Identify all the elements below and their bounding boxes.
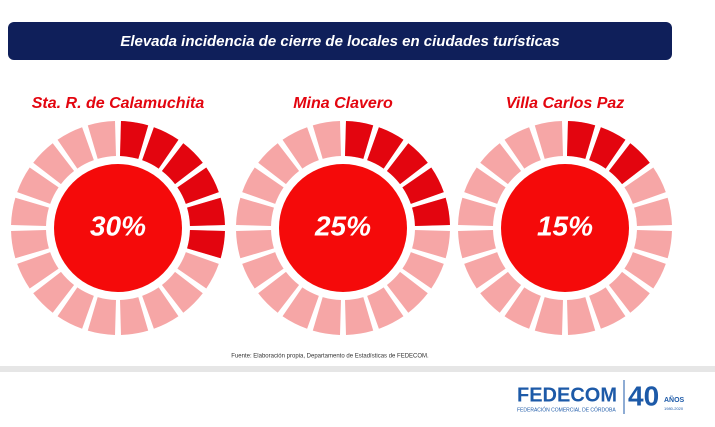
donut-segment-bg bbox=[236, 197, 274, 226]
donut-segment-bg bbox=[534, 121, 563, 159]
donut-segment-bg bbox=[57, 287, 94, 329]
donut-segment-bg bbox=[87, 121, 116, 159]
donut-segment bbox=[412, 197, 450, 226]
logo-years: AÑOS bbox=[664, 395, 685, 404]
donut-segment-bg bbox=[282, 287, 319, 329]
donut-segment-bg bbox=[589, 287, 626, 329]
donut-segment bbox=[161, 143, 203, 185]
donut-segment-bg bbox=[458, 230, 496, 259]
donut-segment-bg bbox=[177, 252, 219, 289]
donut-segment bbox=[120, 121, 149, 159]
chart-title: Elevada incidencia de cierre de locales … bbox=[120, 33, 559, 50]
donut-segment-bg bbox=[480, 143, 522, 185]
donut-value bbox=[120, 121, 225, 259]
donut-center bbox=[54, 164, 182, 292]
value-label: 25% bbox=[314, 210, 371, 241]
donut-segment-bg bbox=[236, 230, 274, 259]
donut-segment-bg bbox=[17, 252, 59, 289]
donut-segment-bg bbox=[567, 297, 596, 335]
donut-segment-bg bbox=[386, 271, 428, 313]
donut-segment-bg bbox=[242, 167, 284, 204]
donut-segment-bg bbox=[258, 143, 300, 185]
donut-segment bbox=[402, 167, 444, 204]
donut-segment bbox=[386, 143, 428, 185]
donut-segment-bg bbox=[464, 252, 506, 289]
donut-segment-bg bbox=[480, 271, 522, 313]
logo-period: 1980-2020 bbox=[664, 406, 684, 411]
donut-value bbox=[567, 121, 650, 185]
donut-center bbox=[279, 164, 407, 292]
donut-segment-bg bbox=[458, 197, 496, 226]
donut-segment-bg bbox=[33, 143, 75, 185]
donut-segment-bg bbox=[312, 121, 341, 159]
logo-anniversary: 40 bbox=[628, 380, 659, 411]
logo-tagline: FEDERACIÓN COMERCIAL DE CÓRDOBA bbox=[517, 406, 616, 413]
donut-segment-bg bbox=[57, 127, 94, 169]
donut-segment-bg bbox=[345, 297, 374, 335]
donut-segment-bg bbox=[242, 252, 284, 289]
donut-segment bbox=[608, 143, 650, 185]
donut-segment-bg bbox=[534, 297, 563, 335]
donut-segment-bg bbox=[608, 271, 650, 313]
donut-segment-bg bbox=[161, 271, 203, 313]
value-label: 30% bbox=[90, 210, 146, 241]
donut-segment-bg bbox=[504, 127, 541, 169]
donut-segment-bg bbox=[624, 167, 666, 204]
donut-segment-bg bbox=[402, 252, 444, 289]
donut-segment-bg bbox=[312, 297, 341, 335]
category-label: Sta. R. de Calamuchita bbox=[32, 95, 205, 112]
donut-segment bbox=[187, 197, 225, 226]
donut-segment-bg bbox=[464, 167, 506, 204]
donut-segment-bg bbox=[412, 230, 450, 259]
logo-text: FEDECOM bbox=[517, 384, 617, 406]
donut-segment bbox=[177, 167, 219, 204]
donut-segment-bg bbox=[258, 271, 300, 313]
source: Fuente: Elaboración propia, Departamento… bbox=[231, 354, 429, 360]
donut-segment bbox=[142, 127, 179, 169]
donut-segment-bg bbox=[634, 197, 672, 226]
donut-segment-bg bbox=[33, 271, 75, 313]
title-banner bbox=[8, 22, 672, 60]
donut-segment-bg bbox=[367, 287, 404, 329]
donut-segment-bg bbox=[120, 297, 149, 335]
donut-segment-bg bbox=[634, 230, 672, 259]
value-label: 15% bbox=[537, 210, 593, 241]
donut-segment-bg bbox=[142, 287, 179, 329]
donut-segment bbox=[567, 121, 596, 159]
donut-segment-bg bbox=[504, 287, 541, 329]
donut-value bbox=[345, 121, 450, 226]
donut-segment bbox=[345, 121, 374, 159]
donut-segment-bg bbox=[624, 252, 666, 289]
donut-segment bbox=[187, 230, 225, 259]
separator bbox=[0, 366, 715, 372]
category-label: Mina Clavero bbox=[293, 95, 393, 112]
donut-segment-bg bbox=[87, 297, 116, 335]
donut-center bbox=[501, 164, 629, 292]
donut-segment-bg bbox=[11, 230, 49, 259]
logo: FEDECOM FEDERACIÓN COMERCIAL DE CÓRDOBA … bbox=[517, 380, 685, 414]
donut-segment-bg bbox=[17, 167, 59, 204]
donut-segment bbox=[367, 127, 404, 169]
donut-segment bbox=[589, 127, 626, 169]
category-label: Villa Carlos Paz bbox=[506, 95, 625, 112]
donut-segment-bg bbox=[11, 197, 49, 226]
donut-segment-bg bbox=[282, 127, 319, 169]
